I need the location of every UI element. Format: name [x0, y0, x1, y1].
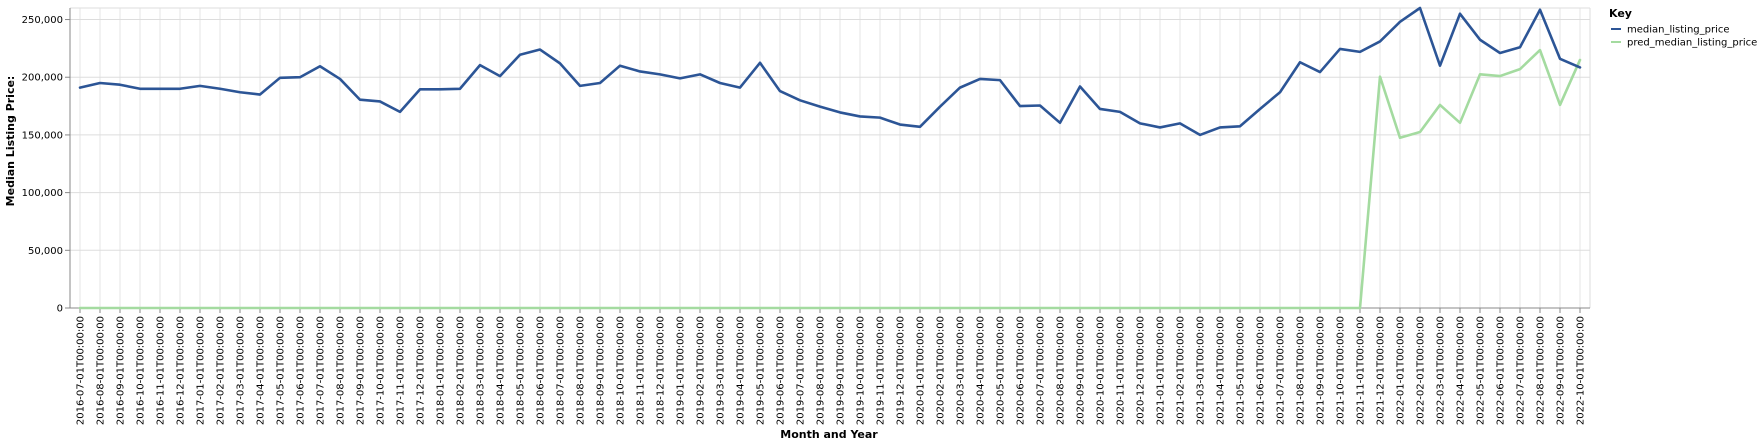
y-tick-label: 0 [57, 304, 63, 315]
x-tick-label: 2021-10-01T00:00:00 [1336, 316, 1347, 425]
x-tick-label: 2020-02-01T00:00:00 [936, 316, 947, 425]
x-tick-label: 2018-07-01T00:00:00 [556, 316, 567, 425]
legend-label: median_listing_price [1627, 25, 1730, 36]
x-tick-label: 2020-06-01T00:00:00 [1016, 316, 1027, 425]
x-tick-label: 2019-11-01T00:00:00 [876, 316, 887, 425]
x-tick-label: 2017-01-01T00:00:00 [196, 316, 207, 425]
x-tick-label: 2021-07-01T00:00:00 [1276, 316, 1287, 425]
x-tick-label: 2021-08-01T00:00:00 [1296, 316, 1307, 425]
x-tick-label: 2019-06-01T00:00:00 [776, 316, 787, 425]
x-tick-label: 2017-10-01T00:00:00 [376, 316, 387, 425]
y-axis-title: Median Listing Price: [4, 76, 17, 207]
x-tick-label: 2021-12-01T00:00:00 [1376, 316, 1387, 425]
x-tick-label: 2022-01-01T00:00:00 [1396, 316, 1407, 425]
x-tick-label: 2020-11-01T00:00:00 [1116, 316, 1127, 425]
x-tick-label: 2021-02-01T00:00:00 [1176, 316, 1187, 425]
x-tick-label: 2022-03-01T00:00:00 [1436, 316, 1447, 425]
y-tick-label: 250,000 [22, 15, 63, 26]
x-tick-label: 2018-08-01T00:00:00 [576, 316, 587, 425]
x-tick-label: 2021-03-01T00:00:00 [1196, 316, 1207, 425]
x-tick-label: 2019-01-01T00:00:00 [676, 316, 687, 425]
x-tick-label: 2018-11-01T00:00:00 [636, 316, 647, 425]
x-tick-label: 2021-09-01T00:00:00 [1316, 316, 1327, 425]
x-tick-label: 2016-11-01T00:00:00 [156, 316, 167, 425]
x-tick-label: 2020-09-01T00:00:00 [1076, 316, 1087, 425]
x-tick-label: 2016-08-01T00:00:00 [96, 316, 107, 425]
x-tick-label: 2020-07-01T00:00:00 [1036, 316, 1047, 425]
x-tick-label: 2017-07-01T00:00:00 [316, 316, 327, 425]
x-tick-label: 2022-08-01T00:00:00 [1536, 316, 1547, 425]
x-tick-label: 2019-08-01T00:00:00 [816, 316, 827, 425]
legend: Key median_listing_price pred_median_list… [1609, 7, 1757, 49]
x-axis-title: Month and Year [780, 428, 878, 441]
y-tick-label: 100,000 [22, 188, 63, 199]
x-tick-label: 2019-12-01T00:00:00 [896, 316, 907, 425]
x-tick-label: 2021-11-01T00:00:00 [1356, 316, 1367, 425]
x-tick-label: 2020-05-01T00:00:00 [996, 316, 1007, 425]
x-tick-label: 2017-02-01T00:00:00 [216, 316, 227, 425]
x-tick-label: 2022-06-01T00:00:00 [1496, 316, 1507, 425]
x-tick-label: 2018-04-01T00:00:00 [496, 316, 507, 425]
x-tick-label: 2017-12-01T00:00:00 [416, 316, 427, 425]
gridlines [70, 8, 1590, 309]
x-tick-label: 2020-12-01T00:00:00 [1136, 316, 1147, 425]
x-tick-label: 2022-07-01T00:00:00 [1516, 316, 1527, 425]
axes: 0 50,000 100,000 150,000 200,000 250,000 2016-… [22, 7, 1591, 425]
x-tick-label: 2020-10-01T00:00:00 [1096, 316, 1107, 425]
x-tick-label: 2017-11-01T00:00:00 [396, 316, 407, 425]
x-tick-label: 2019-03-01T00:00:00 [716, 316, 727, 425]
x-tick-label: 2021-05-01T00:00:00 [1236, 316, 1247, 425]
x-tick-label: 2019-04-01T00:00:00 [736, 316, 747, 425]
x-tick-label: 2018-01-01T00:00:00 [436, 316, 447, 425]
x-tick-label: 2019-09-01T00:00:00 [836, 316, 847, 425]
x-tick-label: 2019-10-01T00:00:00 [856, 316, 867, 425]
legend-title: Key [1609, 7, 1632, 20]
x-tick-label: 2017-04-01T00:00:00 [256, 316, 267, 425]
x-tick-label: 2022-09-01T00:00:00 [1556, 316, 1567, 425]
x-tick-label: 2020-08-01T00:00:00 [1056, 316, 1067, 425]
x-tick-label: 2017-05-01T00:00:00 [276, 316, 287, 425]
x-tick-label: 2016-12-01T00:00:00 [176, 316, 187, 425]
series-line-median_listing_price [78, 6, 1582, 137]
x-tick-label: 2018-02-01T00:00:00 [456, 316, 467, 425]
x-tick-label: 2018-05-01T00:00:00 [516, 316, 527, 425]
legend-items: median_listing_price pred_median_listing_… [1611, 25, 1757, 49]
x-tick-label: 2022-02-01T00:00:00 [1416, 316, 1427, 425]
y-tick-label: 150,000 [22, 130, 63, 141]
x-tick-label: 2018-12-01T00:00:00 [656, 316, 667, 425]
x-tick-label: 2016-10-01T00:00:00 [136, 316, 147, 425]
x-tick-label: 2020-04-01T00:00:00 [976, 316, 987, 425]
x-tick-label: 2018-09-01T00:00:00 [596, 316, 607, 425]
x-tick-label: 2021-04-01T00:00:00 [1216, 316, 1227, 425]
x-tick-label: 2018-03-01T00:00:00 [476, 316, 487, 425]
x-tick-label: 2022-05-01T00:00:00 [1476, 316, 1487, 425]
legend-label: pred_median_listing_price [1627, 38, 1757, 49]
x-tick-label: 2017-06-01T00:00:00 [296, 316, 307, 425]
x-tick-label: 2016-07-01T00:00:00 [76, 316, 87, 425]
x-tick-label: 2022-04-01T00:00:00 [1456, 316, 1467, 425]
x-tick-label: 2018-06-01T00:00:00 [536, 316, 547, 425]
x-tick-label: 2018-10-01T00:00:00 [616, 316, 627, 425]
x-tick-label: 2019-02-01T00:00:00 [696, 316, 707, 425]
y-tick-label: 50,000 [28, 246, 63, 257]
series-line-pred_median_listing_price [78, 48, 1582, 310]
x-tick-label: 2016-09-01T00:00:00 [116, 316, 127, 425]
x-tick-label: 2020-03-01T00:00:00 [956, 316, 967, 425]
y-tick-label: 200,000 [22, 73, 63, 84]
series-lines [78, 6, 1582, 310]
x-tick-label: 2022-10-01T00:00:00 [1576, 316, 1587, 425]
x-tick-label: 2021-01-01T00:00:00 [1156, 316, 1167, 425]
x-tick-label: 2017-08-01T00:00:00 [336, 316, 347, 425]
x-tick-label: 2021-06-01T00:00:00 [1256, 316, 1267, 425]
x-tick-label: 2017-03-01T00:00:00 [236, 316, 247, 425]
x-tick-label: 2019-07-01T00:00:00 [796, 316, 807, 425]
x-tick-label: 2017-09-01T00:00:00 [356, 316, 367, 425]
x-tick-label: 2019-05-01T00:00:00 [756, 316, 767, 425]
x-tick-label: 2020-01-01T00:00:00 [916, 316, 927, 425]
